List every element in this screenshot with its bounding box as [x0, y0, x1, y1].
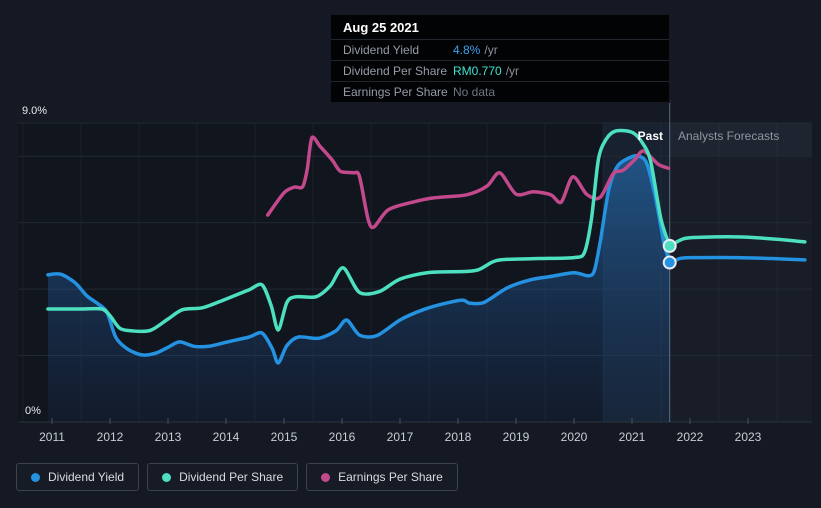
tooltip-label: Dividend Per Share: [343, 64, 448, 78]
tooltip-row-dividend-yield: Dividend Yield 4.8% /yr: [331, 39, 669, 60]
x-axis-label-2020: 2020: [560, 430, 588, 444]
dividend-yield-area: [47, 155, 670, 422]
forecast-header-band: [669, 123, 812, 157]
x-axis-label-2022: 2022: [676, 430, 704, 444]
tooltip-value: No data: [453, 85, 496, 99]
past-section-label: Past: [637, 129, 663, 143]
legend-item-dividend-per-share[interactable]: Dividend Per Share: [147, 463, 299, 491]
tooltip-label: Dividend Yield: [343, 43, 420, 57]
tooltip-suffix: /yr: [505, 64, 520, 78]
legend-label: Dividend Yield: [48, 470, 125, 484]
tooltip-suffix: /yr: [484, 43, 498, 57]
dividend-per-share-forecast-line[interactable]: [667, 235, 807, 248]
dividend-per-share-dot-icon: [162, 472, 172, 482]
legend: Dividend Yield Dividend Per Share Earnin…: [16, 463, 458, 491]
x-axis-label-2016: 2016: [328, 430, 356, 444]
tooltip-row-dividend-per-share: Dividend Per Share RM0.770 /yr: [331, 60, 669, 81]
x-axis-label-2017: 2017: [386, 430, 414, 444]
x-axis-label-2021: 2021: [618, 430, 646, 444]
tooltip: Aug 25 2021 Dividend Yield 4.8% /yr Divi…: [330, 14, 670, 103]
dividend-per-share-marker[interactable]: [662, 238, 677, 253]
tooltip-label: Earnings Per Share: [343, 85, 448, 99]
legend-label: Dividend Per Share: [179, 470, 284, 484]
legend-item-dividend-yield[interactable]: Dividend Yield: [16, 463, 140, 491]
x-axis-label-2019: 2019: [502, 430, 530, 444]
dividend-per-share-line[interactable]: [46, 128, 672, 334]
tooltip-value: RM0.770: [453, 64, 502, 78]
tooltip-date: Aug 25 2021: [343, 20, 419, 35]
earnings-per-share-dot-icon: [321, 472, 331, 482]
tooltip-row-earnings-per-share: Earnings Per Share No data: [331, 81, 669, 102]
earnings-per-share-line[interactable]: [266, 135, 671, 230]
x-axis-label-2015: 2015: [270, 430, 298, 444]
dividend-yield-dot-icon: [31, 472, 40, 482]
y-axis-max-label: 9.0%: [22, 105, 48, 117]
chart-canvas[interactable]: [0, 0, 821, 455]
legend-label: Earnings Per Share: [338, 470, 443, 484]
x-axis-label-2011: 2011: [39, 430, 65, 444]
legend-item-earnings-per-share[interactable]: Earnings Per Share: [306, 463, 458, 491]
x-axis-label-2018: 2018: [444, 430, 472, 444]
forecast-section-label: Analysts Forecasts: [678, 129, 780, 143]
y-axis-min-label: 0%: [25, 405, 41, 417]
x-axis-label-2023: 2023: [734, 430, 762, 444]
dividend-yield-marker[interactable]: [662, 255, 677, 270]
x-axis-label-2012: 2012: [96, 430, 124, 444]
dividend-yield-line[interactable]: [46, 153, 672, 365]
x-axis-label-2013: 2013: [154, 430, 182, 444]
x-axis-label-2014: 2014: [212, 430, 240, 444]
tooltip-value: 4.8%: [453, 43, 481, 57]
dividend-yield-forecast-line[interactable]: [667, 255, 807, 265]
forecast-region: [669, 123, 812, 422]
